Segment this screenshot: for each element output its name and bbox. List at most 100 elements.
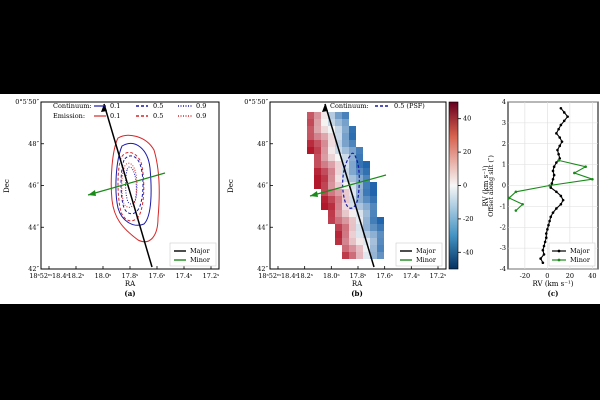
panel-c-ytick-label: 1 [502,161,506,169]
heatmap-cell [363,168,370,175]
panel-c: -20 0 20 40 4 3 2 1 0 -1 -2 -3 -4 RV (km s⁻¹) Offse… [487,98,599,298]
series-point-major [548,219,551,223]
panel-a-bottom-legend: Major Minor [169,242,217,267]
panel-c-series [507,106,594,265]
panel-a-xtick-label: 18ˢ52ᵐ18.4ˢ [29,272,68,280]
major-axis-arrowhead-b [322,104,328,112]
heatmap-cell [335,224,342,231]
heatmap-cell [349,238,356,245]
heatmap-cell [370,252,377,259]
minor-axis-line-b [309,174,387,197]
heatmap-cell [349,231,356,238]
heatmap-cell [307,126,314,133]
series-point-major [543,240,547,244]
heatmap-cell [314,119,321,126]
series-point-major [541,248,545,252]
heatmap-cell [321,112,328,119]
minor-axis-arrowhead [88,190,96,196]
series-point-major [556,148,559,152]
minor-axis-arrowhead-b [310,191,318,197]
series-point-major [560,140,564,143]
heatmap-cell [363,210,370,217]
heatmap-cell [314,182,321,189]
heatmap-cell [342,217,349,224]
panel-a-xtick-label: 18.2ˢ [68,272,85,280]
heatmap-cell [356,238,363,245]
heatmap-cell [314,147,321,154]
legend-b-psf-label: 0.5 (PSF) [394,102,425,110]
heatmap-cell [356,224,363,231]
continuum-contour-0.9 [125,166,137,205]
heatmap-cell [328,217,335,224]
heatmap-cell [363,245,370,252]
heatmap-cell [335,196,342,203]
heatmap-cell [349,203,356,210]
panel-c-y-ticks: 4 3 2 1 0 -1 -2 -3 -4 [500,98,506,273]
series-point-major [544,236,548,239]
heatmap-cell [356,147,363,154]
colorbar-tick-label: -20 [463,215,473,223]
minor-axis-line [87,172,166,196]
heatmap-cell [356,231,363,238]
panel-a-xlabel: RA [125,280,136,288]
panel-b-xtick-label: 17.6ˢ [376,272,393,280]
panel-a-xtick-label: 17.2ˢ [203,272,220,280]
heatmap-cell [349,133,356,140]
heatmap-cell [377,231,384,238]
panel-b-ytick-label: 48″ [257,140,268,148]
colorbar-ticks: 40 20 0 -20 -40 [458,115,473,256]
panel-c-ylabel: Offset along slit (″) [487,155,495,217]
panel-b-ytick-label: 0°5′50″ [244,98,268,106]
heatmap-cell [321,119,328,126]
panel-c-label: (c) [548,289,559,298]
heatmap-cell [342,161,349,168]
heatmap-cell [342,126,349,133]
continuum-contour-0.1 [115,143,152,226]
emission-contours [110,134,160,243]
heatmap-cell [342,140,349,147]
heatmap-cell [349,154,356,161]
heatmap-cell [349,126,356,133]
series-point-major [555,132,558,135]
panel-a-ytick-label: 0°5′50″ [15,98,39,106]
heatmap-cell [342,154,349,161]
heatmap-cell [314,126,321,133]
series-point-major [542,244,546,248]
panel-a-top-legend: Continuum: Emission: 0.1 0.5 0.9 0.1 0.5… [53,102,206,120]
series-point-major [559,202,563,206]
heatmap-cell [328,119,335,126]
legend-emission-label: Emission: [53,112,85,120]
heatmap-cell [342,203,349,210]
heatmap-cell [356,245,363,252]
panel-b-y-ticks: 0°5′50″ 48″ 46″ 44″ 42″ [244,98,273,273]
heatmap-cell [370,196,377,203]
heatmap-cell [335,182,342,189]
heatmap-cell [328,196,335,203]
heatmap-cell [370,189,377,196]
series-point-major [544,232,548,235]
heatmap-cell [377,252,384,259]
series-point-major [555,190,558,194]
panel-b-ytick-label: 44″ [257,223,268,231]
legend-continuum-0.5-value: 0.5 [153,102,163,110]
heatmap-cell [328,140,335,147]
heatmap-cell [349,182,356,189]
heatmap-cell [349,168,356,175]
series-point-major [559,123,563,127]
heatmap-cell [356,203,363,210]
series-point-major [555,161,558,164]
heatmap-cell [370,224,377,231]
series-point-major [562,111,566,114]
legend-emission-0.5-value: 0.5 [153,112,163,120]
panel-b-xtick-label: 18.0ˢ [323,272,340,280]
heatmap-cell [328,168,335,175]
heatmap-cell [335,154,342,161]
panel-a-xtick-label: 18.0ˢ [95,272,112,280]
series-point-minor [591,177,594,181]
major-axis-line [103,103,153,268]
colorbar-tick-label: 0 [463,182,467,190]
colorbar-tick-label: 20 [463,148,471,156]
panel-b-xtick-label: 17.2ˢ [430,272,447,280]
